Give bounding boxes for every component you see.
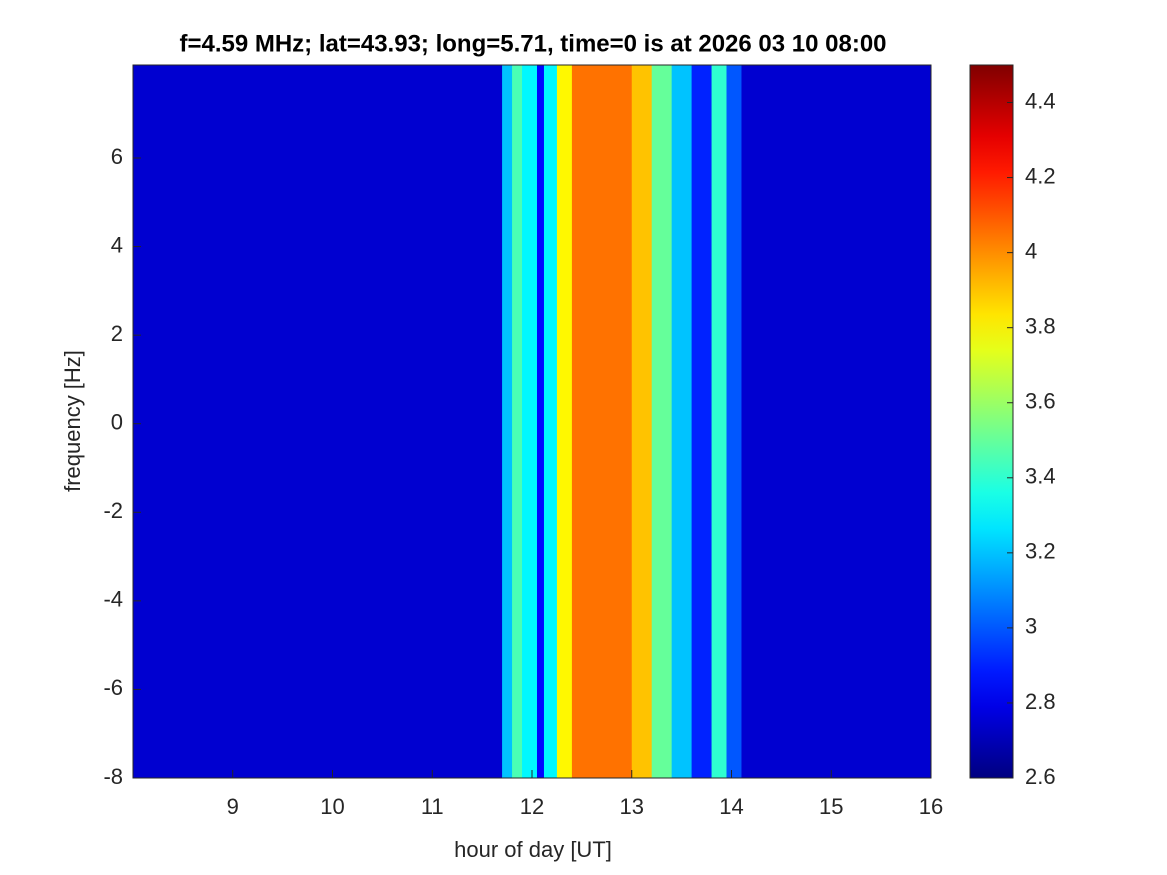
y-tick-label: 2 bbox=[111, 321, 123, 346]
x-tick-label: 13 bbox=[620, 794, 644, 819]
y-axis-label: frequency [Hz] bbox=[60, 350, 85, 492]
colorbar-tick-label: 4.4 bbox=[1025, 88, 1056, 113]
x-tick-label: 15 bbox=[819, 794, 843, 819]
colorbar-tick-label: 3 bbox=[1025, 614, 1037, 639]
colorbar-tick-label: 3.8 bbox=[1025, 313, 1056, 338]
colorbar bbox=[969, 64, 1014, 779]
heat-cell bbox=[133, 65, 503, 778]
heat-cell bbox=[651, 65, 673, 778]
colorbar-tick-label: 2.6 bbox=[1025, 764, 1056, 789]
colorbar-tick-label: 3.6 bbox=[1025, 389, 1056, 414]
heat-cell bbox=[671, 65, 693, 778]
heat-cell bbox=[691, 65, 713, 778]
heat-cell bbox=[726, 65, 742, 778]
x-tick-label: 14 bbox=[719, 794, 743, 819]
x-tick-label: 10 bbox=[320, 794, 344, 819]
heat-cell bbox=[543, 65, 558, 778]
heat-cell bbox=[571, 65, 633, 778]
y-tick-label: 0 bbox=[111, 410, 123, 435]
colorbar-tick-label: 4 bbox=[1025, 238, 1037, 263]
colorbar-tick-label: 3.4 bbox=[1025, 464, 1056, 489]
heat-cell bbox=[556, 65, 573, 778]
x-tick-label: 9 bbox=[227, 794, 239, 819]
y-tick-label: -4 bbox=[103, 587, 123, 612]
x-tick-label: 12 bbox=[520, 794, 544, 819]
heat-cell bbox=[711, 65, 728, 778]
colorbar-tick-label: 4.2 bbox=[1025, 163, 1056, 188]
y-tick-label: -6 bbox=[103, 675, 123, 700]
y-tick-label: 4 bbox=[111, 232, 123, 257]
colorbar-tick-label: 3.2 bbox=[1025, 539, 1056, 564]
heat-cell bbox=[522, 65, 538, 778]
colorbar-tick-label: 2.8 bbox=[1025, 689, 1056, 714]
heat-cell bbox=[631, 65, 653, 778]
x-tick-label: 16 bbox=[919, 794, 943, 819]
heat-cell bbox=[741, 65, 932, 778]
x-tick-label: 11 bbox=[421, 794, 444, 819]
heat-cell bbox=[536, 65, 545, 778]
y-tick-label: -2 bbox=[103, 498, 123, 523]
chart-title: f=4.59 MHz; lat=43.93; long=5.71, time=0… bbox=[179, 30, 886, 57]
y-tick-label: -8 bbox=[103, 764, 123, 789]
y-tick-label: 6 bbox=[111, 144, 123, 169]
x-axis-label: hour of day [UT] bbox=[454, 837, 612, 862]
heat-cell bbox=[512, 65, 523, 778]
heat-cell bbox=[502, 65, 513, 778]
